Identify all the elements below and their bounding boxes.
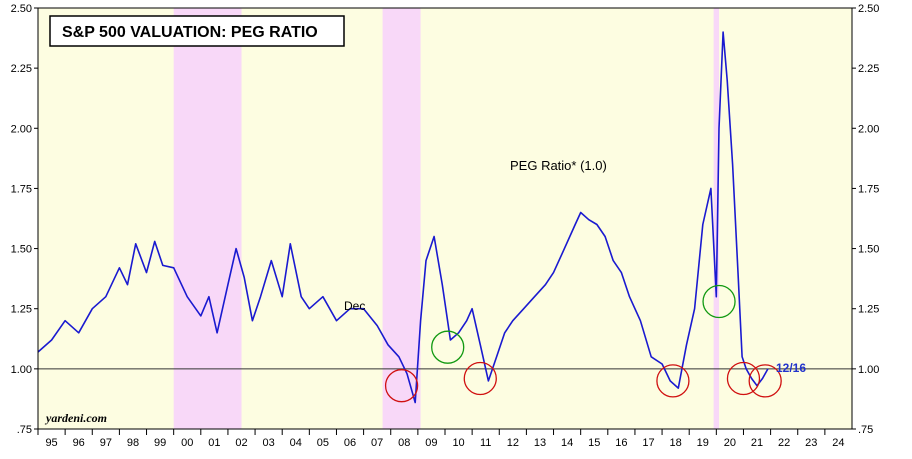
plot-background [38, 8, 852, 429]
x-tick-label: 10 [452, 437, 464, 449]
x-tick-label: 12 [507, 437, 519, 449]
highlight-circle-6 [726, 361, 761, 396]
x-tick-label: 08 [398, 437, 410, 449]
source-label: yardeni.com [44, 411, 107, 425]
x-tick-label: 95 [45, 437, 57, 449]
x-tick-label: 11 [480, 437, 491, 449]
x-tick-label: 96 [73, 437, 85, 449]
x-tick-label: 13 [534, 437, 546, 449]
highlight-circle-3 [463, 361, 497, 396]
x-tick-label: 98 [127, 437, 139, 449]
recession-band-2 [382, 8, 421, 429]
x-tick-label: 16 [615, 437, 627, 449]
x-tick-label: 15 [588, 437, 600, 449]
y-tick-label-right: .75 [858, 424, 873, 436]
y-tick-label-left: 1.75 [11, 183, 32, 195]
x-tick-label: 01 [208, 437, 220, 449]
x-tick-label: 22 [778, 437, 790, 449]
y-tick-label-left: 2.25 [11, 63, 32, 75]
x-tick-label: 24 [832, 437, 844, 449]
y-tick-label-right: 1.75 [858, 183, 879, 195]
x-tick-label: 00 [181, 437, 193, 449]
x-tick-label: 05 [317, 437, 329, 449]
x-tick-label: 14 [561, 437, 573, 449]
y-tick-label-right: 2.50 [858, 3, 879, 15]
chart-title: S&P 500 VALUATION: PEG RATIO [62, 24, 318, 41]
dec-annotation: Dec [344, 299, 365, 313]
recession-band-3 [713, 8, 720, 429]
y-tick-label-left: 2.50 [11, 3, 32, 15]
series-label: PEG Ratio* (1.0) [510, 158, 607, 173]
x-axis: 95 96 97 98 99 00 01 02 03 04 05 06 07 08 09 10 11 12 13 14… [37, 429, 845, 449]
series-line-peg-ratio [37, 31, 769, 404]
y-tick-label-right: 2.25 [858, 63, 879, 75]
x-tick-label: 17 [642, 437, 654, 449]
x-tick-label: 99 [154, 437, 166, 449]
highlight-circle-7 [748, 364, 782, 398]
x-tick-label: 06 [344, 437, 356, 449]
x-tick-label: 20 [724, 437, 736, 449]
recession-band-1 [173, 8, 242, 429]
highlight-circle-1 [384, 369, 419, 403]
x-tick-label: 97 [100, 437, 112, 449]
recession-bands [173, 8, 720, 429]
y-tick-label-left: 1.00 [11, 364, 32, 376]
title-box [49, 15, 345, 47]
x-tick-label: 02 [235, 437, 247, 449]
x-tick-label: 23 [805, 437, 817, 449]
highlight-circle-4 [656, 364, 690, 398]
latest-date-label: 12/16 [776, 361, 806, 375]
highlight-circle-5 [702, 284, 736, 319]
highlight-circles [384, 284, 782, 403]
highlight-circle-2 [431, 330, 465, 364]
x-tick-label: 07 [371, 437, 383, 449]
y-tick-label-right: 2.00 [858, 123, 879, 135]
y-tick-label-right: 1.25 [858, 304, 879, 316]
y-tick-label-left: 2.00 [11, 123, 32, 135]
y-tick-label-left: 1.25 [11, 304, 32, 316]
y-axis-left: 2.50 2.25 2.00 1.75 1.50 1.25 1.00 .75 [11, 3, 38, 436]
x-tick-label: 19 [697, 437, 709, 449]
x-tick-label: 03 [263, 437, 275, 449]
y-axis-right: 2.50 2.25 2.00 1.75 1.50 1.25 1.00 .75 [852, 3, 879, 436]
x-tick-label: 04 [290, 437, 302, 449]
y-tick-label-left: .75 [17, 424, 32, 436]
y-tick-label-left: 1.50 [11, 244, 32, 256]
y-tick-label-right: 1.50 [858, 244, 879, 256]
x-tick-label: 21 [751, 437, 763, 449]
x-tick-label: 09 [425, 437, 437, 449]
x-tick-label: 18 [670, 437, 682, 449]
y-tick-label-right: 1.00 [858, 364, 879, 376]
